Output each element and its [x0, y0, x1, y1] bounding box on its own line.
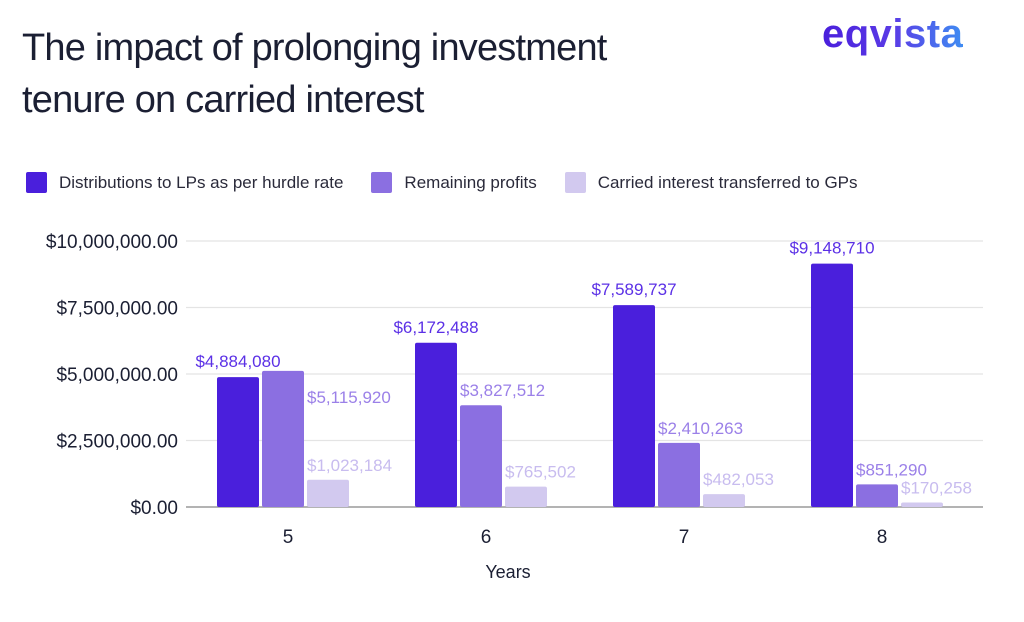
bar-lps: [811, 263, 853, 507]
data-label: $6,172,488: [393, 318, 478, 337]
legend-item-lps: Distributions to LPs as per hurdle rate: [26, 172, 343, 193]
x-tick-label: 7: [679, 527, 690, 548]
x-tick-label: 5: [283, 527, 294, 548]
data-label: $2,410,263: [658, 419, 743, 438]
x-axis-label: Years: [485, 562, 530, 582]
data-label: $7,589,737: [591, 280, 676, 299]
title-line-1: The impact of prolonging investment: [22, 27, 607, 69]
legend-swatch: [26, 172, 47, 193]
data-label: $765,502: [505, 463, 576, 482]
bar-carried: [703, 494, 745, 507]
data-label: $482,053: [703, 470, 774, 489]
legend-label: Carried interest transferred to GPs: [597, 172, 858, 192]
bar-carried: [901, 502, 943, 507]
legend-swatch: [371, 172, 393, 193]
bar-carried: [307, 479, 349, 507]
data-label: $4,884,080: [195, 352, 280, 371]
legend-item-remaining: Remaining profits: [371, 172, 537, 193]
title-line-2: tenure on carried interest: [22, 79, 424, 121]
legend-label: Remaining profits: [404, 172, 537, 192]
data-label: $1,023,184: [307, 456, 392, 475]
x-tick-label: 6: [481, 527, 492, 548]
legend-label: Distributions to LPs as per hurdle rate: [59, 172, 344, 192]
bar-remaining: [658, 442, 700, 507]
data-label: $3,827,512: [460, 381, 545, 400]
eqvista-logo: eqvista: [822, 12, 964, 56]
bar-remaining: [460, 405, 502, 507]
y-tick-label: $0.00: [130, 498, 178, 519]
y-tick-label: $10,000,000.00: [46, 232, 178, 253]
y-tick-label: $2,500,000.00: [56, 432, 178, 453]
x-tick-label: 8: [877, 527, 888, 548]
legend-item-carried: Carried interest transferred to GPs: [564, 172, 858, 193]
bar-lps: [415, 342, 457, 507]
bar-remaining: [262, 370, 304, 507]
data-label: $851,290: [856, 460, 927, 479]
bar-remaining: [856, 484, 898, 507]
chart-title: The impact of prolonging investment tenu…: [22, 22, 607, 126]
legend: Distributions to LPs as per hurdle rate …: [26, 172, 886, 193]
data-label: $9,148,710: [789, 239, 874, 258]
data-label: $5,115,920: [307, 388, 391, 407]
bar-lps: [613, 305, 655, 507]
legend-swatch: [564, 172, 586, 193]
bar-lps: [217, 377, 259, 507]
y-tick-label: $5,000,000.00: [56, 365, 178, 386]
y-tick-label: $7,500,000.00: [56, 299, 178, 320]
bar-carried: [505, 486, 547, 507]
data-label: $170,258: [901, 478, 972, 497]
